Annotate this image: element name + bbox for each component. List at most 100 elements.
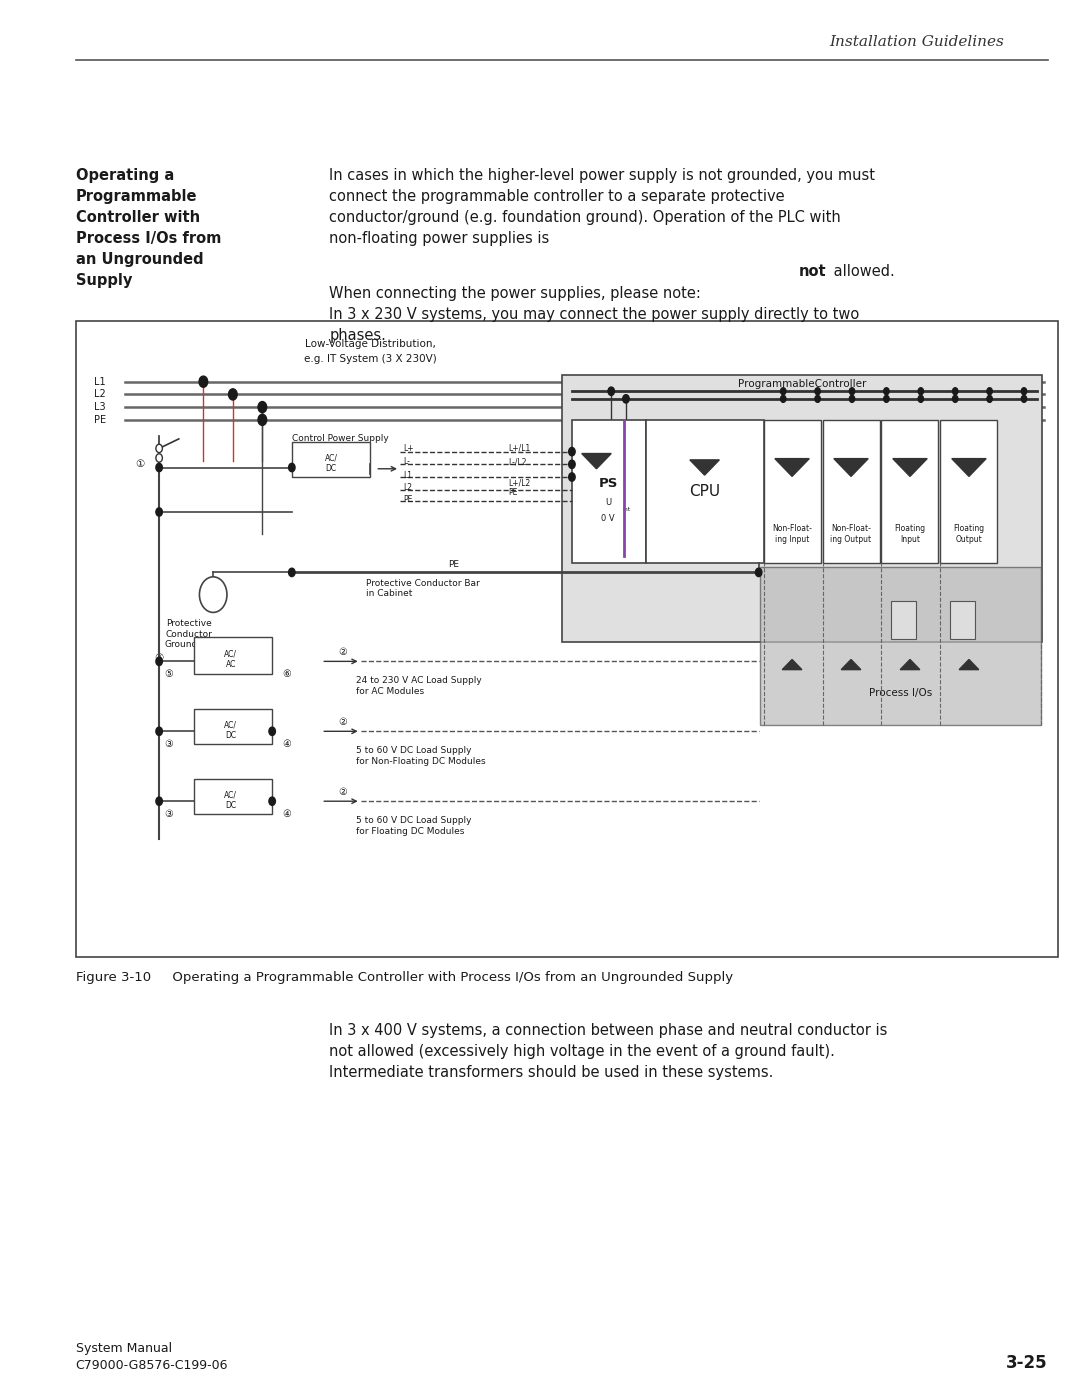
- Bar: [759, 567, 1041, 725]
- Circle shape: [608, 387, 615, 395]
- Text: Grounding: Grounding: [165, 640, 213, 650]
- FancyArrowPatch shape: [324, 799, 356, 803]
- Bar: [646, 420, 764, 563]
- Text: PE: PE: [508, 489, 517, 497]
- Text: Non-Float-
ing Output: Non-Float- ing Output: [831, 524, 872, 545]
- Circle shape: [258, 401, 267, 412]
- Text: allowed.: allowed.: [829, 264, 895, 279]
- Text: Protective Conductor Bar: Protective Conductor Bar: [365, 578, 480, 588]
- Bar: [764, 420, 821, 563]
- Circle shape: [156, 464, 162, 472]
- Text: ③: ③: [164, 809, 174, 819]
- Circle shape: [156, 726, 162, 735]
- Text: 5 to 60 V DC Load Supply: 5 to 60 V DC Load Supply: [355, 816, 471, 824]
- Circle shape: [200, 577, 227, 612]
- Bar: [881, 420, 939, 563]
- Text: ③: ③: [164, 739, 174, 749]
- Circle shape: [781, 388, 786, 395]
- Text: Process I/Os: Process I/Os: [868, 689, 932, 698]
- Circle shape: [987, 395, 993, 402]
- Text: ⑤: ⑤: [164, 669, 174, 679]
- Text: ②: ②: [338, 717, 348, 726]
- Text: PE: PE: [448, 560, 459, 569]
- Text: L+/L2: L+/L2: [508, 479, 530, 488]
- Text: When connecting the power supplies, please note:
In 3 x 230 V systems, you may c: When connecting the power supplies, plea…: [329, 286, 860, 344]
- Circle shape: [849, 395, 854, 402]
- Polygon shape: [900, 659, 920, 669]
- Text: Low-Voltage Distribution,: Low-Voltage Distribution,: [305, 338, 436, 349]
- Bar: [193, 780, 272, 814]
- Circle shape: [815, 388, 821, 395]
- Text: U: U: [605, 497, 611, 507]
- Text: Floating
Input: Floating Input: [894, 524, 926, 545]
- Text: 3-25: 3-25: [1005, 1354, 1048, 1372]
- Bar: [292, 441, 370, 476]
- Text: L-/L2: L-/L2: [508, 457, 527, 467]
- Text: Non-Float-
ing Input: Non-Float- ing Input: [772, 524, 812, 545]
- Circle shape: [569, 447, 576, 455]
- Text: PS: PS: [598, 476, 618, 490]
- Text: ①: ①: [135, 460, 144, 469]
- Bar: [562, 376, 1042, 643]
- Text: CPU: CPU: [689, 483, 720, 499]
- Polygon shape: [893, 458, 928, 476]
- Text: for Non-Floating DC Modules: for Non-Floating DC Modules: [355, 757, 485, 766]
- Circle shape: [229, 388, 238, 400]
- FancyArrowPatch shape: [324, 729, 356, 733]
- Text: Figure 3-10     Operating a Programmable Controller with Process I/Os from an Un: Figure 3-10 Operating a Programmable Con…: [76, 971, 732, 983]
- Circle shape: [156, 509, 162, 517]
- Text: PE: PE: [403, 495, 413, 504]
- Polygon shape: [959, 659, 978, 669]
- Circle shape: [918, 388, 923, 395]
- Text: AC/: AC/: [225, 721, 238, 729]
- Text: L3: L3: [94, 402, 106, 412]
- Circle shape: [781, 395, 786, 402]
- Circle shape: [883, 388, 889, 395]
- Text: ⊕: ⊕: [208, 591, 218, 601]
- Text: In cases in which the higher-level power supply is not grounded, you must
connec: In cases in which the higher-level power…: [329, 168, 876, 246]
- FancyArrowPatch shape: [324, 659, 356, 664]
- Text: L+/L1: L+/L1: [508, 444, 530, 453]
- Circle shape: [987, 388, 993, 395]
- Circle shape: [269, 726, 275, 735]
- Bar: [891, 601, 916, 640]
- Circle shape: [156, 454, 162, 462]
- Circle shape: [258, 415, 267, 426]
- Text: e.g. IT System (3 X 230V): e.g. IT System (3 X 230V): [305, 355, 436, 365]
- Circle shape: [569, 472, 576, 481]
- Polygon shape: [690, 460, 719, 475]
- Text: int: int: [622, 507, 631, 511]
- Text: AC/: AC/: [225, 650, 238, 658]
- FancyArrowPatch shape: [378, 467, 395, 471]
- Bar: [941, 420, 998, 563]
- Text: ⑤: ⑤: [154, 654, 164, 664]
- Text: ④: ④: [283, 809, 292, 819]
- Circle shape: [1022, 388, 1027, 395]
- Text: AC/: AC/: [325, 454, 338, 462]
- Text: AC/: AC/: [225, 791, 238, 799]
- Circle shape: [883, 395, 889, 402]
- Bar: [950, 601, 975, 640]
- Text: PE: PE: [94, 415, 106, 425]
- Text: DC: DC: [226, 731, 237, 740]
- Text: DC: DC: [325, 464, 337, 474]
- Text: Conductor: Conductor: [165, 630, 212, 638]
- Circle shape: [918, 395, 923, 402]
- Circle shape: [156, 444, 162, 453]
- Polygon shape: [782, 659, 801, 669]
- Polygon shape: [834, 458, 868, 476]
- Text: ②: ②: [338, 647, 348, 657]
- FancyBboxPatch shape: [76, 321, 1058, 957]
- Polygon shape: [951, 458, 986, 476]
- Polygon shape: [841, 659, 861, 669]
- Text: ④: ④: [283, 739, 292, 749]
- Circle shape: [269, 798, 275, 806]
- Text: Protective: Protective: [165, 619, 212, 627]
- Text: L-: L-: [403, 457, 409, 467]
- Text: L1: L1: [94, 377, 106, 387]
- Text: L2: L2: [403, 483, 411, 492]
- Text: ②: ②: [338, 787, 348, 796]
- Polygon shape: [774, 458, 809, 476]
- Polygon shape: [582, 454, 611, 469]
- Text: for AC Modules: for AC Modules: [355, 687, 423, 696]
